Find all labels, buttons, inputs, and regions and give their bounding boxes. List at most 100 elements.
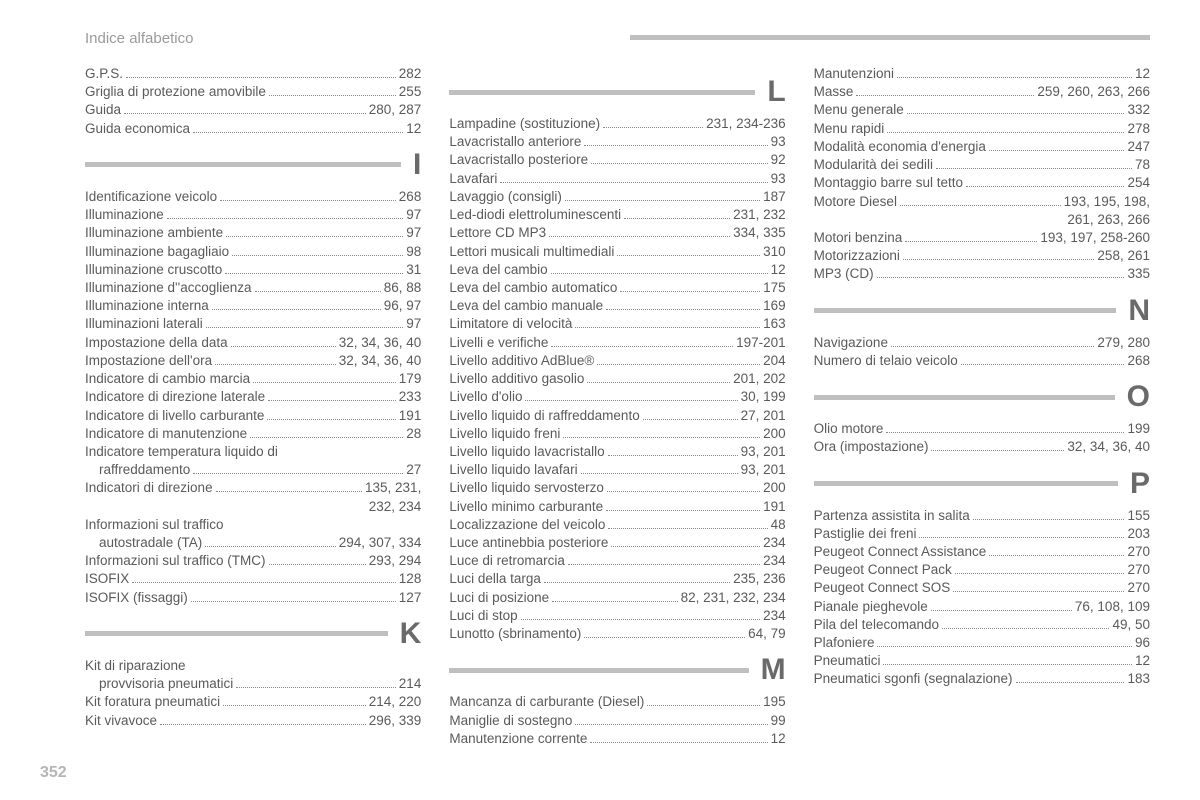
entry-pages: 12: [1135, 65, 1150, 83]
entry-pages: 200: [763, 479, 786, 497]
entry-label: Maniglie di sostegno: [449, 712, 572, 730]
section-heading: M: [449, 653, 785, 687]
leader-dots: [883, 664, 1132, 665]
entry-pages: 31: [406, 261, 421, 279]
index-entry: Illuminazione bagagliaio98: [85, 243, 421, 261]
leader-dots: [160, 724, 366, 725]
index-entry: Partenza assistita in salita155: [814, 507, 1150, 525]
section-letter: I: [413, 148, 421, 182]
index-entry: Olio motore199: [814, 420, 1150, 438]
leader-dots: [205, 546, 335, 547]
leader-dots: [525, 400, 737, 401]
leader-dots: [551, 346, 733, 347]
entry-pages: 98: [406, 243, 421, 261]
leader-dots: [267, 419, 395, 420]
leader-dots: [253, 382, 396, 383]
entry-label: MP3 (CD): [814, 265, 874, 283]
leader-dots: [624, 218, 730, 219]
entry-label: Menu rapidi: [814, 120, 885, 138]
entry-pages: 78: [1135, 156, 1150, 174]
leader-dots: [887, 132, 1124, 133]
entry-pages: 12: [771, 730, 786, 748]
leader-dots: [231, 346, 336, 347]
entry-label: Indicatore di direzione laterale: [85, 388, 265, 406]
leader-dots: [597, 364, 760, 365]
leader-dots: [167, 218, 404, 219]
leader-dots: [886, 432, 1124, 433]
entry-label: Illuminazione: [85, 206, 164, 224]
entry-label: Pianale pieghevole: [814, 598, 928, 616]
entry-pages: 280, 287: [369, 101, 422, 119]
entry-pages: 270: [1127, 579, 1150, 597]
leader-dots: [973, 519, 1125, 520]
entry-pages: 255: [399, 83, 422, 101]
leader-dots: [126, 77, 396, 78]
index-column: Manutenzioni12Masse259, 260, 263, 266Men…: [814, 65, 1150, 748]
leader-dots: [942, 628, 1109, 629]
entry-label: Ora (impostazione): [814, 438, 929, 456]
entry-label: Manutenzioni: [814, 65, 894, 83]
entry-label: Mancanza di carburante (Diesel): [449, 693, 644, 711]
index-entry: Luce di retromarcia234: [449, 552, 785, 570]
index-columns: G.P.S.282Griglia di protezione amovibile…: [85, 65, 1150, 748]
section-heading: I: [85, 148, 421, 182]
index-entry: Menu generale332: [814, 101, 1150, 119]
section-letter: O: [1127, 380, 1150, 414]
entry-pages: 234: [763, 552, 786, 570]
entry-pages: 96: [1135, 634, 1150, 652]
entry-label: Numero di telaio veicolo: [814, 352, 958, 370]
index-entry: Indicatore di manutenzione28: [85, 425, 421, 443]
index-column: LLampadine (sostituzione)231, 234-236Lav…: [449, 65, 785, 748]
entry-pages: 32, 34, 36, 40: [339, 334, 422, 352]
index-entry: 261, 263, 266: [814, 211, 1150, 229]
entry-label: Luci di stop: [449, 607, 517, 625]
section-heading: O: [814, 380, 1150, 414]
entry-pages: 82, 231, 232, 234: [681, 589, 786, 607]
index-entry: Livello minimo carburante191: [449, 498, 785, 516]
entry-pages: 128: [399, 570, 422, 588]
leader-dots: [269, 564, 366, 565]
entry-pages: 200: [763, 425, 786, 443]
index-entry: Pastiglie dei freni203: [814, 525, 1150, 543]
index-entry: Lunotto (sbrinamento)64, 79: [449, 625, 785, 643]
entry-label: Modularità dei sedili: [814, 156, 933, 174]
entry-label: Livello additivo AdBlue®: [449, 352, 594, 370]
leader-dots: [608, 528, 767, 529]
index-entry: Pneumatici12: [814, 652, 1150, 670]
index-entry: Illuminazione d''accoglienza86, 88: [85, 279, 421, 297]
index-entry: Peugeot Connect Pack270: [814, 561, 1150, 579]
index-entry: Leva del cambio12: [449, 261, 785, 279]
index-entry: Lettori musicali multimediali310: [449, 243, 785, 261]
entry-pages: 135, 231,: [365, 479, 421, 497]
entry-pages: 97: [406, 224, 421, 242]
index-entry: Pneumatici sgonfi (segnalazione)183: [814, 670, 1150, 688]
entry-pages: 12: [1135, 652, 1150, 670]
leader-dots: [193, 132, 403, 133]
entry-pages: 30, 199: [741, 388, 786, 406]
entry-pages: 183: [1127, 670, 1150, 688]
entry-label: Livello liquido servosterzo: [449, 479, 604, 497]
entry-pages: 76, 108, 109: [1075, 598, 1150, 616]
entry-pages: 163: [763, 315, 786, 333]
leader-dots: [607, 491, 760, 492]
index-entry: Livello liquido di raffreddamento27, 201: [449, 407, 785, 425]
entry-label: raffreddamento: [85, 461, 190, 479]
leader-dots: [268, 400, 396, 401]
leader-dots: [966, 186, 1124, 187]
leader-dots: [521, 619, 761, 620]
entry-pages: 193, 197, 258-260: [1040, 229, 1150, 247]
entry-label: Livello minimo carburante: [449, 498, 603, 516]
index-entry: Livello liquido lavacristallo93, 201: [449, 443, 785, 461]
index-entry: Manutenzioni 12: [814, 65, 1150, 83]
index-entry: Leva del cambio automatico175: [449, 279, 785, 297]
leader-dots: [877, 277, 1125, 278]
entry-label: ISOFIX (fissaggi): [85, 589, 188, 607]
leader-dots: [603, 127, 703, 128]
leader-dots: [584, 145, 767, 146]
entry-pages: 332: [1127, 101, 1150, 119]
index-entry: Luce antinebbia posteriore234: [449, 534, 785, 552]
index-entry: Guida economica12: [85, 120, 421, 138]
leader-dots: [1016, 682, 1125, 683]
entry-label: G.P.S.: [85, 65, 123, 83]
entry-label: Leva del cambio automatico: [449, 279, 617, 297]
